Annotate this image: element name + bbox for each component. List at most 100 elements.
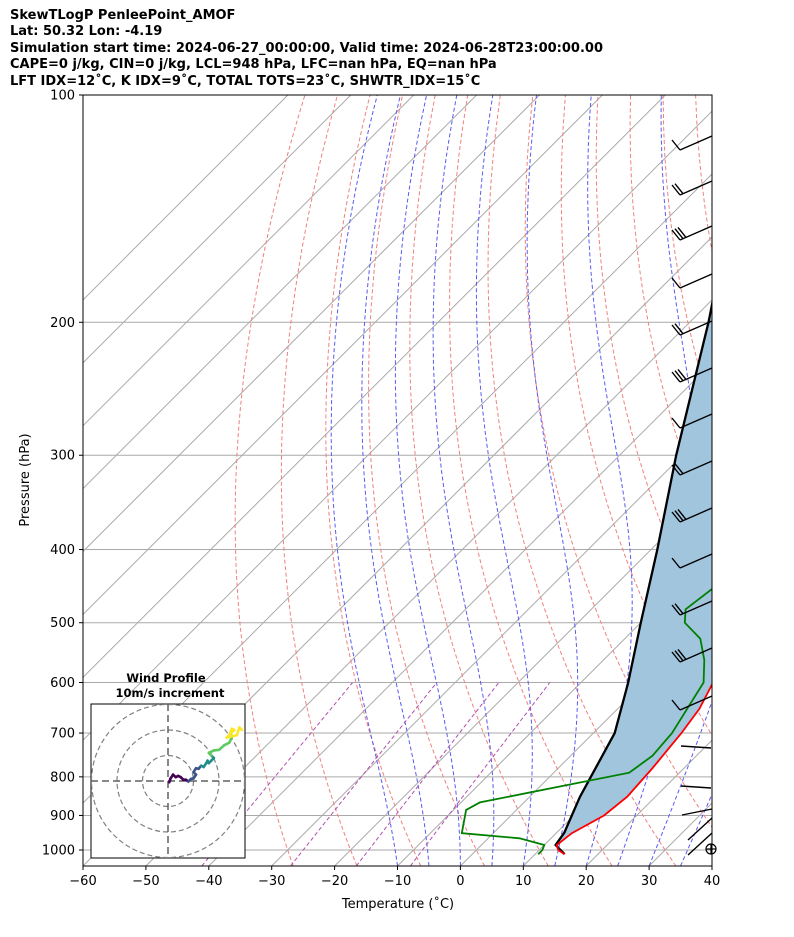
x-tick-label: 0 — [456, 874, 464, 889]
dry-adiabat — [368, 95, 485, 866]
dry-adiabat — [629, 95, 712, 534]
wind-barb — [679, 135, 713, 151]
wind-barb-flag — [674, 463, 684, 475]
isotherm-line — [334, 487, 712, 866]
chart-header: SkewTLogP PenleePoint_AMOF Lat: 50.32 Lo… — [10, 8, 603, 90]
x-axis-label: Temperature (˚C) — [341, 896, 454, 912]
y-tick-label: 100 — [50, 89, 75, 104]
isotherm-line — [145, 299, 712, 866]
wind-barb-flag — [671, 184, 681, 196]
y-tick-label: 800 — [50, 770, 75, 785]
moist-adiabat — [432, 95, 495, 866]
wind-barb-flag — [671, 699, 681, 711]
location-info: Lat: 50.32 Lon: -4.19 — [10, 24, 163, 40]
wind-barb — [679, 180, 713, 196]
wind-barb-flag — [671, 417, 681, 429]
wind-barb-flag — [671, 604, 681, 616]
wind-barb-flag — [674, 603, 684, 615]
x-tick-label: 10 — [515, 874, 532, 889]
y-tick-label: 200 — [50, 316, 75, 331]
dry-adiabat — [409, 95, 549, 866]
mixing-ratio-line — [290, 682, 438, 866]
index-info: LFT IDX=12˚C, K IDX=9˚C, TOTAL TOTS=23˚C… — [10, 73, 481, 89]
wind-barb-flag — [677, 648, 687, 660]
wind-barb-flag — [671, 139, 681, 151]
dry-adiabat — [280, 95, 358, 866]
x-tick-label: −20 — [321, 874, 348, 889]
dry-adiabat — [728, 95, 794, 866]
parcel-profile-line — [554, 298, 712, 856]
isotherm-line — [83, 95, 477, 490]
wind-barb-flag — [671, 557, 681, 569]
x-tick-label: 40 — [704, 874, 721, 889]
y-tick-label: 500 — [50, 616, 75, 631]
dry-adiabat — [524, 95, 712, 829]
isotherm-line — [83, 95, 415, 427]
wind-barb — [681, 808, 713, 816]
dry-adiabat — [234, 95, 306, 866]
wind-barb-flag — [671, 324, 681, 336]
hodograph-subtitle: 10m/s increment — [116, 686, 225, 700]
wind-barb — [680, 745, 712, 749]
x-tick-label: −50 — [132, 874, 159, 889]
wind-barb — [679, 553, 713, 569]
isotherm-line — [271, 424, 712, 866]
isotherm-line — [460, 613, 712, 866]
moist-adiabat — [394, 95, 461, 866]
time-info: Simulation start time: 2024-06-27_00:00:… — [10, 40, 603, 56]
hodograph-ring — [91, 704, 245, 858]
wind-barb-flag — [677, 508, 687, 520]
x-tick-label: 20 — [578, 874, 595, 889]
wind-barb-flag — [674, 510, 684, 522]
wind-barb — [679, 225, 713, 241]
x-tick-label: −10 — [384, 874, 411, 889]
isotherm-line — [83, 95, 666, 679]
x-tick-label: −30 — [258, 874, 285, 889]
isotherm-line — [83, 95, 352, 364]
y-tick-label: 900 — [50, 809, 75, 824]
moist-adiabat — [330, 95, 398, 866]
chart-title: SkewTLogP PenleePoint_AMOF — [10, 8, 236, 23]
wind-barb — [680, 785, 712, 789]
moist-adiabat — [526, 95, 579, 866]
wind-barb-flag — [671, 651, 681, 663]
wind-barb-flag — [671, 371, 681, 383]
mixing-ratio-line — [355, 682, 500, 866]
wind-barb-flag — [674, 183, 684, 195]
wind-barb-flag — [674, 650, 684, 662]
moist-adiabat — [648, 699, 712, 866]
temperature-line — [555, 682, 712, 855]
moist-adiabat — [361, 95, 430, 866]
wind-barb-flag — [671, 464, 681, 476]
isotherm-line — [83, 110, 712, 741]
wind-barb — [679, 273, 713, 289]
isotherm-line — [397, 550, 712, 866]
x-tick-label: −40 — [195, 874, 222, 889]
isotherm-line — [208, 362, 712, 866]
wind-barb — [679, 413, 713, 429]
y-axis-label: Pressure (hPa) — [18, 433, 33, 526]
mixing-ratio-line — [409, 682, 551, 866]
dry-adiabat — [325, 95, 422, 866]
wind-barb — [687, 832, 713, 856]
wind-barb — [679, 600, 713, 616]
hodograph-segment — [238, 726, 244, 732]
cape-shading — [555, 304, 712, 855]
y-tick-label: 400 — [50, 543, 75, 558]
hodograph-title: Wind Profile — [126, 671, 206, 685]
cape-info: CAPE=0 j/kg, CIN=0 j/kg, LCL=948 hPa, LF… — [10, 57, 497, 73]
wind-barb-flag — [677, 226, 687, 238]
dry-adiabat — [761, 95, 794, 866]
y-tick-label: 600 — [50, 676, 75, 691]
x-tick-label: 30 — [641, 874, 658, 889]
wind-barb-flag — [671, 511, 681, 523]
wind-barb-flag — [677, 368, 687, 380]
moist-adiabat — [680, 792, 712, 866]
isotherm-line — [83, 95, 603, 616]
y-tick-label: 1000 — [42, 844, 75, 859]
dewpoint-line — [460, 587, 712, 855]
wind-barb-flag — [671, 229, 681, 241]
hodograph-segment — [225, 733, 239, 739]
wind-barb — [679, 320, 713, 336]
